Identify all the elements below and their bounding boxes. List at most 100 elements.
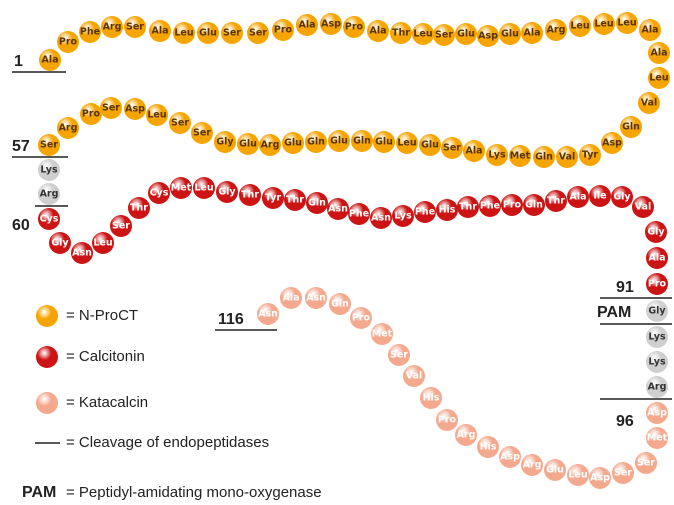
residue-bead — [533, 146, 555, 168]
residue-label: Leu — [147, 110, 166, 121]
residue-bead — [284, 189, 306, 211]
residue-label: Leu — [93, 238, 112, 249]
residue-label: Leu — [413, 29, 432, 40]
residue-bead — [403, 365, 425, 387]
residue-bead — [92, 232, 114, 254]
residue-label: Ala — [648, 253, 665, 264]
residue-label: Leu — [617, 18, 636, 29]
residue-bead — [38, 159, 60, 181]
residue-bead — [567, 186, 589, 208]
residue-bead — [306, 192, 328, 214]
residue-label: Ile — [593, 191, 606, 202]
residue-label: Lys — [40, 165, 58, 176]
residue-label: Asn — [258, 309, 278, 320]
residue-bead — [38, 134, 60, 156]
residue-label: Thr — [130, 203, 148, 214]
residue-bead — [100, 97, 122, 119]
residue-bead — [545, 19, 567, 41]
residue-label: Gln — [353, 136, 371, 147]
residue-label: Tyr — [582, 150, 599, 161]
residue-label: Arg — [40, 189, 59, 200]
residue-bead — [280, 287, 302, 309]
residue-label: Asn — [72, 248, 92, 259]
residue-bead — [436, 199, 458, 221]
residue-bead — [648, 42, 670, 64]
residue-bead — [305, 287, 327, 309]
residue-bead — [80, 103, 102, 125]
residue-label: Cys — [40, 214, 59, 225]
residue-bead — [501, 194, 523, 216]
residue-bead — [327, 198, 349, 220]
residue-bead — [197, 22, 219, 44]
residue-label: Asp — [321, 19, 341, 30]
residue-bead — [635, 452, 657, 474]
residue-bead — [420, 387, 442, 409]
residue-label: Asp — [602, 138, 622, 149]
residue-bead — [646, 247, 668, 269]
residue-bead — [601, 132, 623, 154]
residue-bead — [214, 131, 236, 153]
residue-bead — [221, 22, 243, 44]
residue-label: Gly — [648, 306, 666, 317]
residue-label: Val — [641, 98, 658, 109]
residue-label: Ser — [443, 143, 461, 154]
residue-bead — [320, 13, 342, 35]
residue-bead — [523, 194, 545, 216]
residue-number: 116 — [218, 311, 244, 328]
legend-bead — [36, 392, 58, 414]
residue-label: Ala — [369, 26, 386, 37]
residue-bead — [146, 104, 168, 126]
residue-bead — [392, 205, 414, 227]
residue-bead — [124, 98, 146, 120]
residue-label: Thr — [459, 202, 477, 213]
residue-label: Leu — [174, 28, 193, 39]
residue-bead — [567, 464, 589, 486]
residue-bead — [390, 22, 412, 44]
residue-bead — [479, 195, 501, 217]
residue-label: Gln — [308, 198, 326, 209]
residue-label: Ser — [614, 468, 632, 479]
residue-bead — [173, 22, 195, 44]
residue-label: Ser — [171, 118, 189, 129]
residue-bead — [272, 19, 294, 41]
residue-label: His — [439, 205, 456, 216]
residue-number: 96 — [616, 413, 634, 430]
residue-bead — [616, 12, 638, 34]
residue-label: Glu — [284, 138, 302, 149]
residue-bead — [544, 459, 566, 481]
residue-bead — [282, 132, 304, 154]
residue-label: Asn — [306, 293, 326, 304]
residue-label: Met — [647, 433, 668, 444]
residue-bead — [648, 67, 670, 89]
residue-bead — [455, 424, 477, 446]
residue-bead — [148, 182, 170, 204]
residue-label: Glu — [239, 139, 257, 150]
residue-bead — [388, 344, 410, 366]
residue-label: Ser — [249, 28, 267, 39]
residue-bead — [477, 25, 499, 47]
residue-bead — [149, 20, 171, 42]
residue-bead — [38, 208, 60, 230]
residue-label: Arg — [59, 123, 78, 134]
residue-label: Gly — [51, 238, 69, 249]
residue-label: Ser — [223, 28, 241, 39]
residue-bead — [589, 467, 611, 489]
residue-bead — [193, 177, 215, 199]
residue-label: Asp — [647, 408, 667, 419]
residue-bead — [124, 16, 146, 38]
residue-bead — [436, 409, 458, 431]
residue-bead — [110, 215, 132, 237]
residue-label: Lys — [648, 357, 666, 368]
residue-label: Val — [635, 202, 652, 213]
residue-label: Leu — [594, 19, 613, 30]
residue-label: Glu — [199, 28, 217, 39]
residue-label: Asp — [125, 104, 145, 115]
residue-label: Ala — [41, 55, 58, 66]
residue-label: Met — [510, 151, 531, 162]
residue-label: Thr — [392, 28, 410, 39]
residue-label: Phe — [80, 27, 100, 38]
residue-bead — [433, 24, 455, 46]
residue-bead — [237, 133, 259, 155]
